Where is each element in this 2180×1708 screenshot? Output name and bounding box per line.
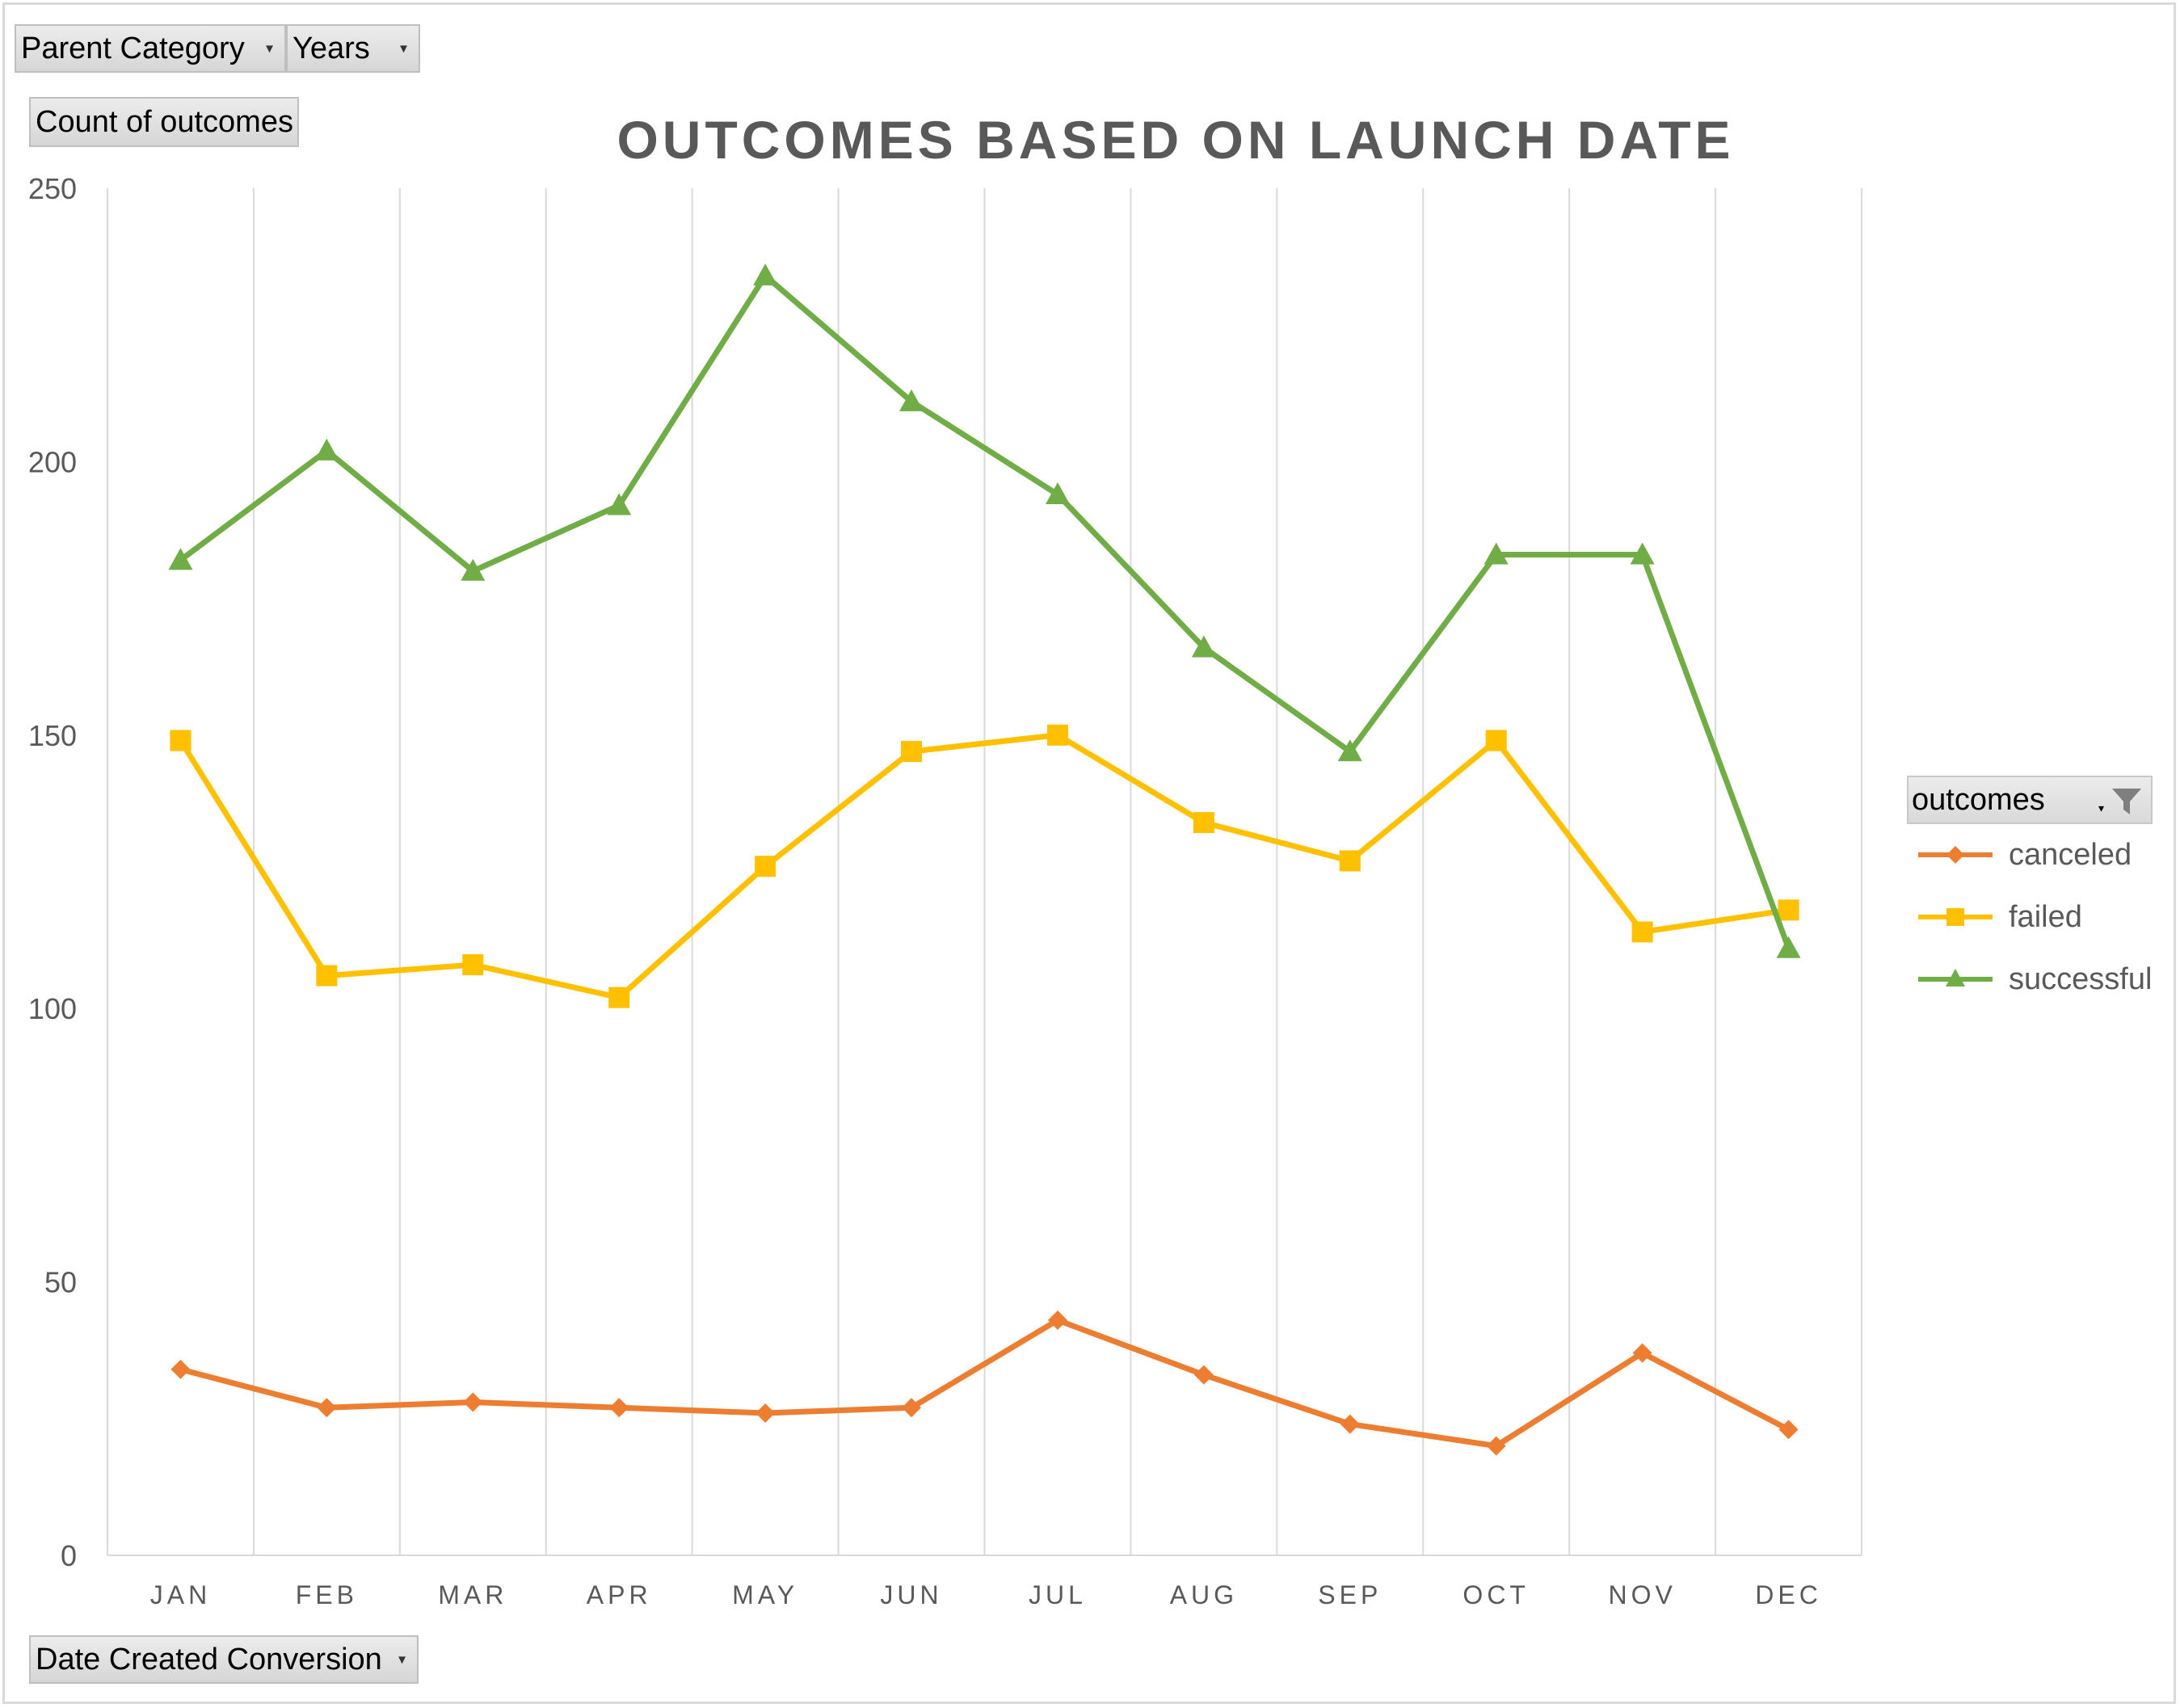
parent-category-label: Parent Category: [21, 31, 245, 65]
data-point-failed: [755, 856, 776, 877]
data-point-failed: [462, 954, 484, 976]
diamond-marker-icon: [1918, 846, 1993, 864]
data-point-canceled: [463, 1392, 483, 1412]
x-tick-label: DEC: [1755, 1580, 1822, 1609]
legend-outcomes-filter[interactable]: outcomes ▾: [1907, 776, 2153, 824]
series-failed: [170, 724, 1799, 1008]
y-tick-label: 250: [28, 172, 77, 205]
axes: 0 50 100 150 200 250 JAN FEB MAR APR MAY JUN JUL AUG S…: [28, 172, 1862, 1609]
data-point-successful: [1337, 739, 1362, 762]
x-tick-label: NOV: [1608, 1580, 1676, 1609]
data-point-failed: [1485, 730, 1507, 751]
data-point-canceled: [1340, 1414, 1360, 1434]
x-tick-label: JUN: [880, 1580, 942, 1609]
y-tick-label: 200: [28, 445, 77, 478]
x-tick-label: MAR: [438, 1580, 507, 1609]
years-label: Years: [292, 31, 370, 65]
values-field-label: Count of outcomes: [36, 104, 293, 139]
data-point-canceled: [1193, 1365, 1214, 1385]
data-point-failed: [316, 965, 338, 987]
series-line-canceled: [177, 1317, 1792, 1449]
legend-item-successful: successful: [1918, 959, 2152, 999]
data-point-canceled: [1047, 1310, 1067, 1330]
x-tick-label: OCT: [1462, 1580, 1530, 1609]
data-point-canceled: [902, 1398, 922, 1418]
series-line-failed: [177, 732, 1792, 1001]
legend-item-failed: failed: [1918, 897, 2082, 937]
data-point-canceled: [1632, 1343, 1652, 1363]
data-point-canceled: [609, 1398, 629, 1418]
data-point-failed: [1339, 850, 1361, 872]
x-tick-label: SEP: [1318, 1580, 1382, 1609]
filter-icon[interactable]: [2109, 784, 2144, 819]
dropdown-arrow-icon: ▾: [265, 40, 273, 57]
data-point-successful: [314, 438, 339, 461]
parent-category-filter-button[interactable]: Parent Category ▾: [15, 24, 286, 73]
series-line-successful: [177, 272, 1792, 952]
data-point-canceled: [170, 1359, 191, 1379]
data-point-failed: [901, 741, 923, 763]
plot-area: [168, 263, 1801, 1456]
legend-title: outcomes: [1912, 782, 2045, 817]
data-point-successful: [1776, 936, 1801, 958]
data-point-failed: [1631, 921, 1653, 943]
x-tick-label: AUG: [1170, 1580, 1238, 1609]
chart-title: OUTCOMES BASED ON LAUNCH DATE: [617, 110, 1734, 170]
data-point-successful: [607, 493, 632, 515]
data-point-successful: [1191, 635, 1216, 658]
values-field-button[interactable]: Count of outcomes: [29, 97, 299, 147]
x-tick-label: MAY: [732, 1580, 798, 1609]
data-point-failed: [1046, 724, 1068, 746]
gridlines: [107, 188, 1862, 1555]
data-point-canceled: [1778, 1420, 1799, 1440]
legend-label-successful: successful: [2009, 961, 2153, 996]
data-point-successful: [1045, 482, 1070, 505]
dropdown-arrow-icon: ▾: [399, 40, 407, 57]
data-point-canceled: [755, 1403, 776, 1424]
years-filter-button[interactable]: Years ▾: [286, 24, 420, 73]
data-point-failed: [1193, 812, 1214, 834]
data-point-failed: [170, 730, 191, 751]
data-point-successful: [1630, 542, 1655, 565]
y-tick-label: 0: [61, 1539, 77, 1572]
dropdown-arrow-icon: ▾: [2098, 801, 2104, 814]
data-point-canceled: [317, 1398, 337, 1418]
axis-field-label: Date Created Conversion: [36, 1642, 382, 1676]
dropdown-arrow-icon: ▾: [398, 1651, 406, 1668]
axis-field-button[interactable]: Date Created Conversion ▾: [29, 1635, 419, 1684]
data-point-successful: [461, 558, 486, 581]
series-successful: [168, 263, 1801, 958]
x-tick-label: APR: [587, 1580, 652, 1609]
triangle-marker-icon: [1918, 969, 1993, 987]
data-point-successful: [753, 263, 778, 286]
y-tick-label: 150: [28, 719, 77, 752]
data-point-failed: [608, 987, 630, 1008]
x-tick-label: JAN: [150, 1580, 211, 1609]
legend-item-canceled: canceled: [1918, 835, 2132, 875]
y-tick-label: 50: [44, 1266, 77, 1299]
data-point-successful: [168, 548, 193, 570]
legend-label-failed: failed: [2009, 899, 2082, 934]
legend-label-canceled: canceled: [2009, 837, 2132, 872]
data-point-canceled: [1486, 1436, 1506, 1456]
series-canceled: [170, 1310, 1799, 1456]
data-point-failed: [1778, 899, 1799, 921]
y-tick-label: 100: [28, 992, 77, 1025]
square-marker-icon: [1918, 908, 1993, 926]
x-tick-label: JUL: [1029, 1580, 1087, 1609]
x-tick-label: FEB: [296, 1580, 358, 1609]
data-point-successful: [1483, 542, 1509, 565]
data-point-successful: [899, 389, 924, 411]
